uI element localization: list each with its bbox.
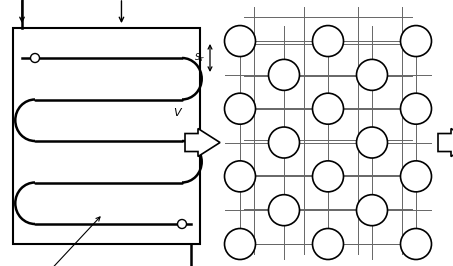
Circle shape (357, 59, 387, 90)
Circle shape (400, 161, 432, 192)
Circle shape (225, 26, 255, 57)
Circle shape (178, 219, 187, 228)
Circle shape (313, 26, 343, 57)
Circle shape (269, 127, 299, 158)
Circle shape (357, 195, 387, 226)
Circle shape (313, 161, 343, 192)
Text: Back View of
Geothermal Fluid-
Heat Exchanger Fluid: Back View of Geothermal Fluid- Heat Exch… (0, 217, 100, 266)
Circle shape (225, 161, 255, 192)
Circle shape (357, 127, 387, 158)
Bar (13, 28, 200, 244)
Circle shape (400, 93, 432, 124)
Circle shape (400, 228, 432, 260)
Circle shape (269, 59, 299, 90)
Circle shape (225, 93, 255, 124)
Text: $S_T$: $S_T$ (194, 52, 205, 64)
Circle shape (225, 228, 255, 260)
Circle shape (313, 93, 343, 124)
FancyArrow shape (438, 128, 453, 156)
Text: V: V (173, 107, 181, 118)
Circle shape (269, 195, 299, 226)
FancyArrow shape (185, 128, 220, 156)
Circle shape (400, 26, 432, 57)
Circle shape (30, 53, 39, 63)
Circle shape (313, 228, 343, 260)
